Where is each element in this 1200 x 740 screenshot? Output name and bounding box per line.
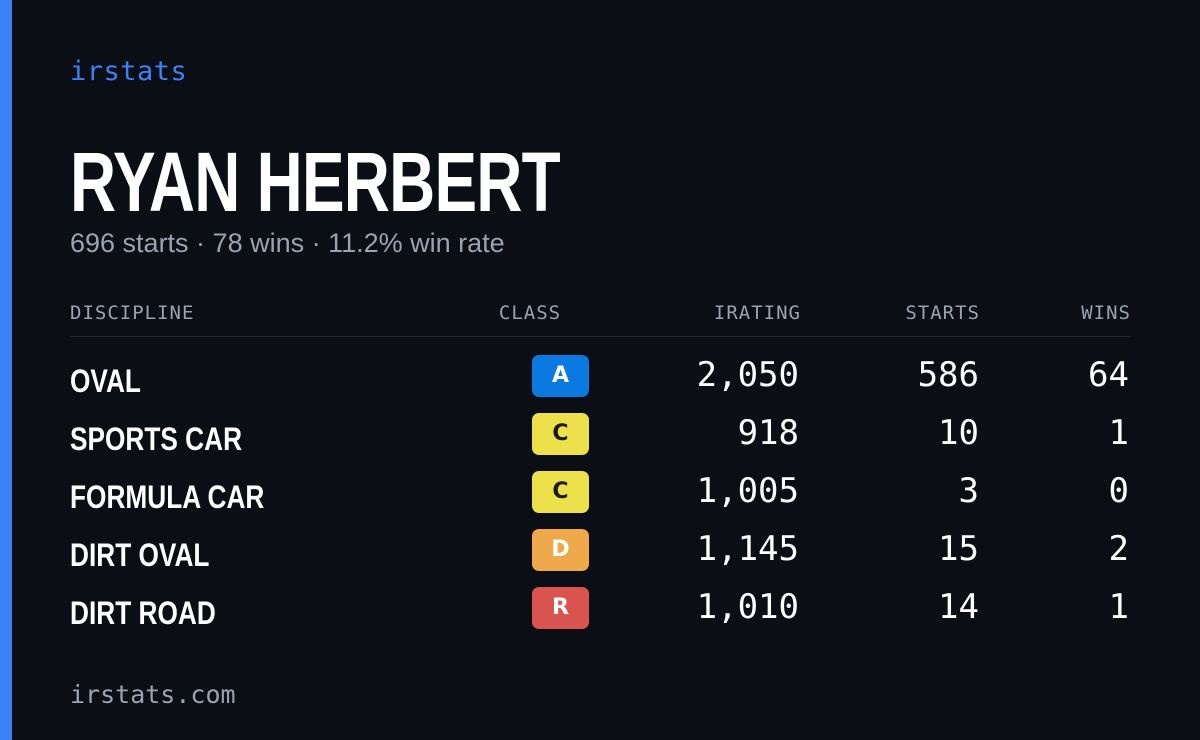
starts-value: 3 (958, 471, 979, 511)
brand-logo-text: irstats (70, 56, 188, 87)
wins-value: 64 (1088, 355, 1129, 395)
table-body: OVAL A 2,050 586 64 SPORTS CAR C 918 10 … (70, 353, 1131, 643)
wins-value: 2 (1108, 529, 1129, 569)
driver-summary: 696 starts · 78 wins · 11.2% win rate (70, 228, 505, 258)
starts-value: 14 (938, 587, 979, 627)
table-row: SPORTS CAR C 918 10 1 (70, 411, 1131, 469)
discipline-name: OVAL (70, 363, 141, 399)
table-row: OVAL A 2,050 586 64 (70, 353, 1131, 411)
irating-value: 1,005 (696, 471, 799, 511)
irating-value: 1,145 (696, 529, 799, 569)
starts-value: 586 (917, 355, 979, 395)
irating-value: 2,050 (696, 355, 799, 395)
header-starts: STARTS (905, 302, 980, 324)
starts-value: 15 (938, 529, 979, 569)
header-wins: WINS (1081, 302, 1131, 324)
header-class: CLASS (498, 302, 562, 324)
starts-value: 10 (938, 413, 979, 453)
header-irating: IRATING (713, 302, 801, 324)
discipline-name: FORMULA CAR (70, 479, 265, 515)
accent-bar (0, 0, 12, 740)
discipline-name: DIRT ROAD (70, 595, 216, 631)
table-header: DISCIPLINE CLASS IRATING STARTS WINS (70, 296, 1131, 337)
class-badge: A (532, 355, 589, 397)
wins-value: 1 (1108, 413, 1129, 453)
discipline-name: DIRT OVAL (70, 537, 210, 573)
class-badge: R (532, 587, 589, 629)
discipline-table: DISCIPLINE CLASS IRATING STARTS WINS OVA… (70, 296, 1131, 631)
table-row: DIRT OVAL D 1,145 15 2 (70, 527, 1131, 585)
irating-value: 918 (737, 413, 799, 453)
wins-value: 0 (1108, 471, 1129, 511)
discipline-name: SPORTS CAR (70, 421, 243, 457)
table-row: DIRT ROAD R 1,010 14 1 (70, 585, 1131, 643)
class-badge: C (532, 413, 589, 455)
class-badge: D (532, 529, 589, 571)
wins-value: 1 (1108, 587, 1129, 627)
class-badge: C (532, 471, 589, 513)
footer-domain: irstats.com (70, 680, 236, 709)
header-discipline: DISCIPLINE (70, 302, 195, 324)
driver-name: RYAN HERBERT (70, 135, 561, 229)
table-row: FORMULA CAR C 1,005 3 0 (70, 469, 1131, 527)
irating-value: 1,010 (696, 587, 799, 627)
